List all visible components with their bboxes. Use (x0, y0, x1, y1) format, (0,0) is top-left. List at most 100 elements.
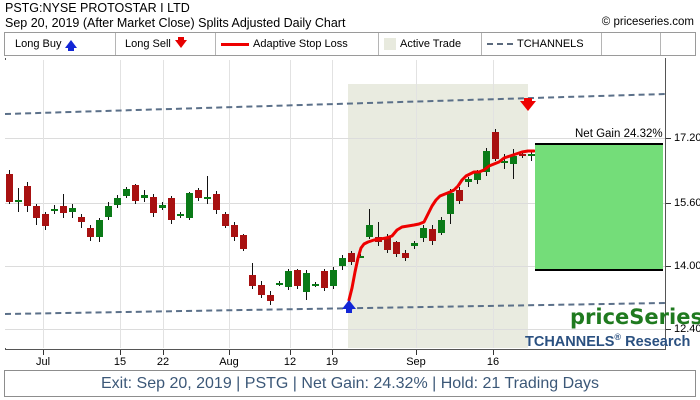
candle-body (69, 208, 76, 212)
candle-body (96, 219, 103, 238)
candle-body (339, 258, 346, 267)
date-axis-tick (332, 350, 333, 355)
date-axis-label: Sep (406, 356, 426, 368)
candle-body (528, 153, 535, 156)
date-axis-tick (163, 350, 164, 355)
candle-body (312, 284, 319, 287)
chart-legend: Long Buy Long Sell Adaptive Stop Loss Activ… (4, 32, 696, 56)
trade-summary-text: Exit: Sep 20, 2019 | PSTG | Net Gain: 24… (100, 374, 600, 392)
candle-body (195, 189, 202, 199)
candle-body (348, 253, 355, 263)
net-gain-label: Net Gain 24.32% (575, 128, 663, 140)
active-trade-swatch-icon (384, 38, 396, 50)
candle-body (474, 173, 481, 180)
candle-body (123, 188, 130, 196)
vertical-gridline (43, 60, 44, 348)
candle-body (42, 213, 49, 226)
legend-divider (481, 33, 482, 55)
candle-wick (513, 149, 514, 179)
long-sell-down-arrow-icon (174, 37, 187, 48)
priceseries-watermark: priceSeries (570, 305, 700, 329)
legend-item-label: Adaptive Stop Loss (253, 38, 348, 50)
chart-subtitle: Sep 20, 2019 (After Market Close) Splits… (5, 16, 346, 30)
candle-body (78, 216, 85, 222)
candle-body (240, 235, 247, 249)
legend-item-long-sell[interactable]: Long Sell (121, 33, 187, 55)
candle-body (213, 193, 220, 211)
candle-body (249, 275, 256, 287)
plot-bottom-border (5, 349, 666, 350)
tchannels-watermark-text: TCHANNELS (525, 333, 615, 350)
candle-body (168, 197, 175, 220)
candle-body (267, 295, 274, 302)
horizontal-gridline (5, 138, 665, 139)
candle-body (186, 192, 193, 218)
candle-wick (18, 187, 19, 212)
legend-divider (378, 33, 379, 55)
legend-item-long-buy[interactable]: Long Buy (11, 33, 78, 55)
date-axis-label: 12 (283, 356, 297, 368)
vertical-gridline (163, 60, 164, 348)
candle-body (231, 224, 238, 237)
chart-header: PSTG:NYSE PROTOSTAR I LTD Sep 20, 2019 (… (0, 0, 700, 32)
date-axis-label: Aug (219, 356, 239, 368)
candle-body (357, 255, 364, 258)
long-sell-marker (520, 98, 536, 111)
plot-right-border (665, 58, 666, 350)
candle-body (393, 242, 400, 255)
horizontal-gridline (5, 266, 665, 267)
candle-body (204, 196, 211, 199)
candlestick-plot-area: Net Gain 24.32% priceSeries TCHANNELS® Res… (4, 60, 700, 350)
candle-body (384, 237, 391, 251)
horizontal-gridline (5, 203, 665, 204)
active-trade-region (348, 84, 528, 348)
tchannels-dashed-line-icon (487, 43, 513, 45)
candle-body (402, 252, 409, 259)
price-axis-tick (666, 203, 671, 204)
candle-wick (369, 208, 370, 240)
date-axis-tick (43, 350, 44, 355)
candle-body (294, 270, 301, 286)
candle-body (15, 200, 22, 203)
trade-summary-footer: Exit: Sep 20, 2019 | PSTG | Net Gain: 24… (4, 370, 696, 397)
candle-body (60, 205, 67, 213)
candle-body (501, 161, 508, 164)
candle-body (150, 196, 157, 213)
candle-body (330, 270, 337, 286)
date-axis-label: Jul (35, 356, 51, 368)
vertical-gridline (493, 60, 494, 348)
legend-item-adaptive-stop-loss[interactable]: Adaptive Stop Loss (221, 33, 352, 55)
date-axis-tick (290, 350, 291, 355)
candle-body (438, 219, 445, 233)
candle-body (33, 205, 40, 219)
candle-wick (468, 176, 469, 187)
candle-body (510, 155, 517, 164)
copyright-notice: © priceseries.com (601, 16, 694, 28)
candle-body (114, 197, 121, 205)
candle-body (87, 227, 94, 237)
date-axis-label: 19 (325, 356, 339, 368)
date-axis-tick (120, 350, 121, 355)
legend-item-label: Long Buy (15, 38, 62, 50)
legend-item-label: TCHANNELS (517, 38, 584, 50)
candle-body (429, 228, 436, 242)
date-axis-tick (493, 350, 494, 355)
candle-body (465, 178, 472, 182)
candle-body (411, 243, 418, 247)
candle-body (105, 205, 112, 217)
price-axis-label: 12.40 (674, 323, 700, 335)
legend-item-tchannels[interactable]: TCHANNELS (487, 33, 588, 55)
price-axis-tick (666, 138, 671, 139)
legend-item-active-trade[interactable]: Active Trade (384, 33, 465, 55)
date-axis-label: 15 (113, 356, 127, 368)
candle-body (492, 132, 499, 159)
net-gain-box (535, 143, 663, 271)
candle-body (483, 150, 490, 172)
price-axis-label: 14.00 (674, 260, 700, 272)
candle-body (276, 283, 283, 286)
candle-body (456, 189, 463, 201)
long-buy-marker (342, 300, 356, 313)
price-axis-label: 17.20 (674, 132, 700, 144)
legend-divider (115, 33, 116, 55)
vertical-gridline (290, 60, 291, 348)
